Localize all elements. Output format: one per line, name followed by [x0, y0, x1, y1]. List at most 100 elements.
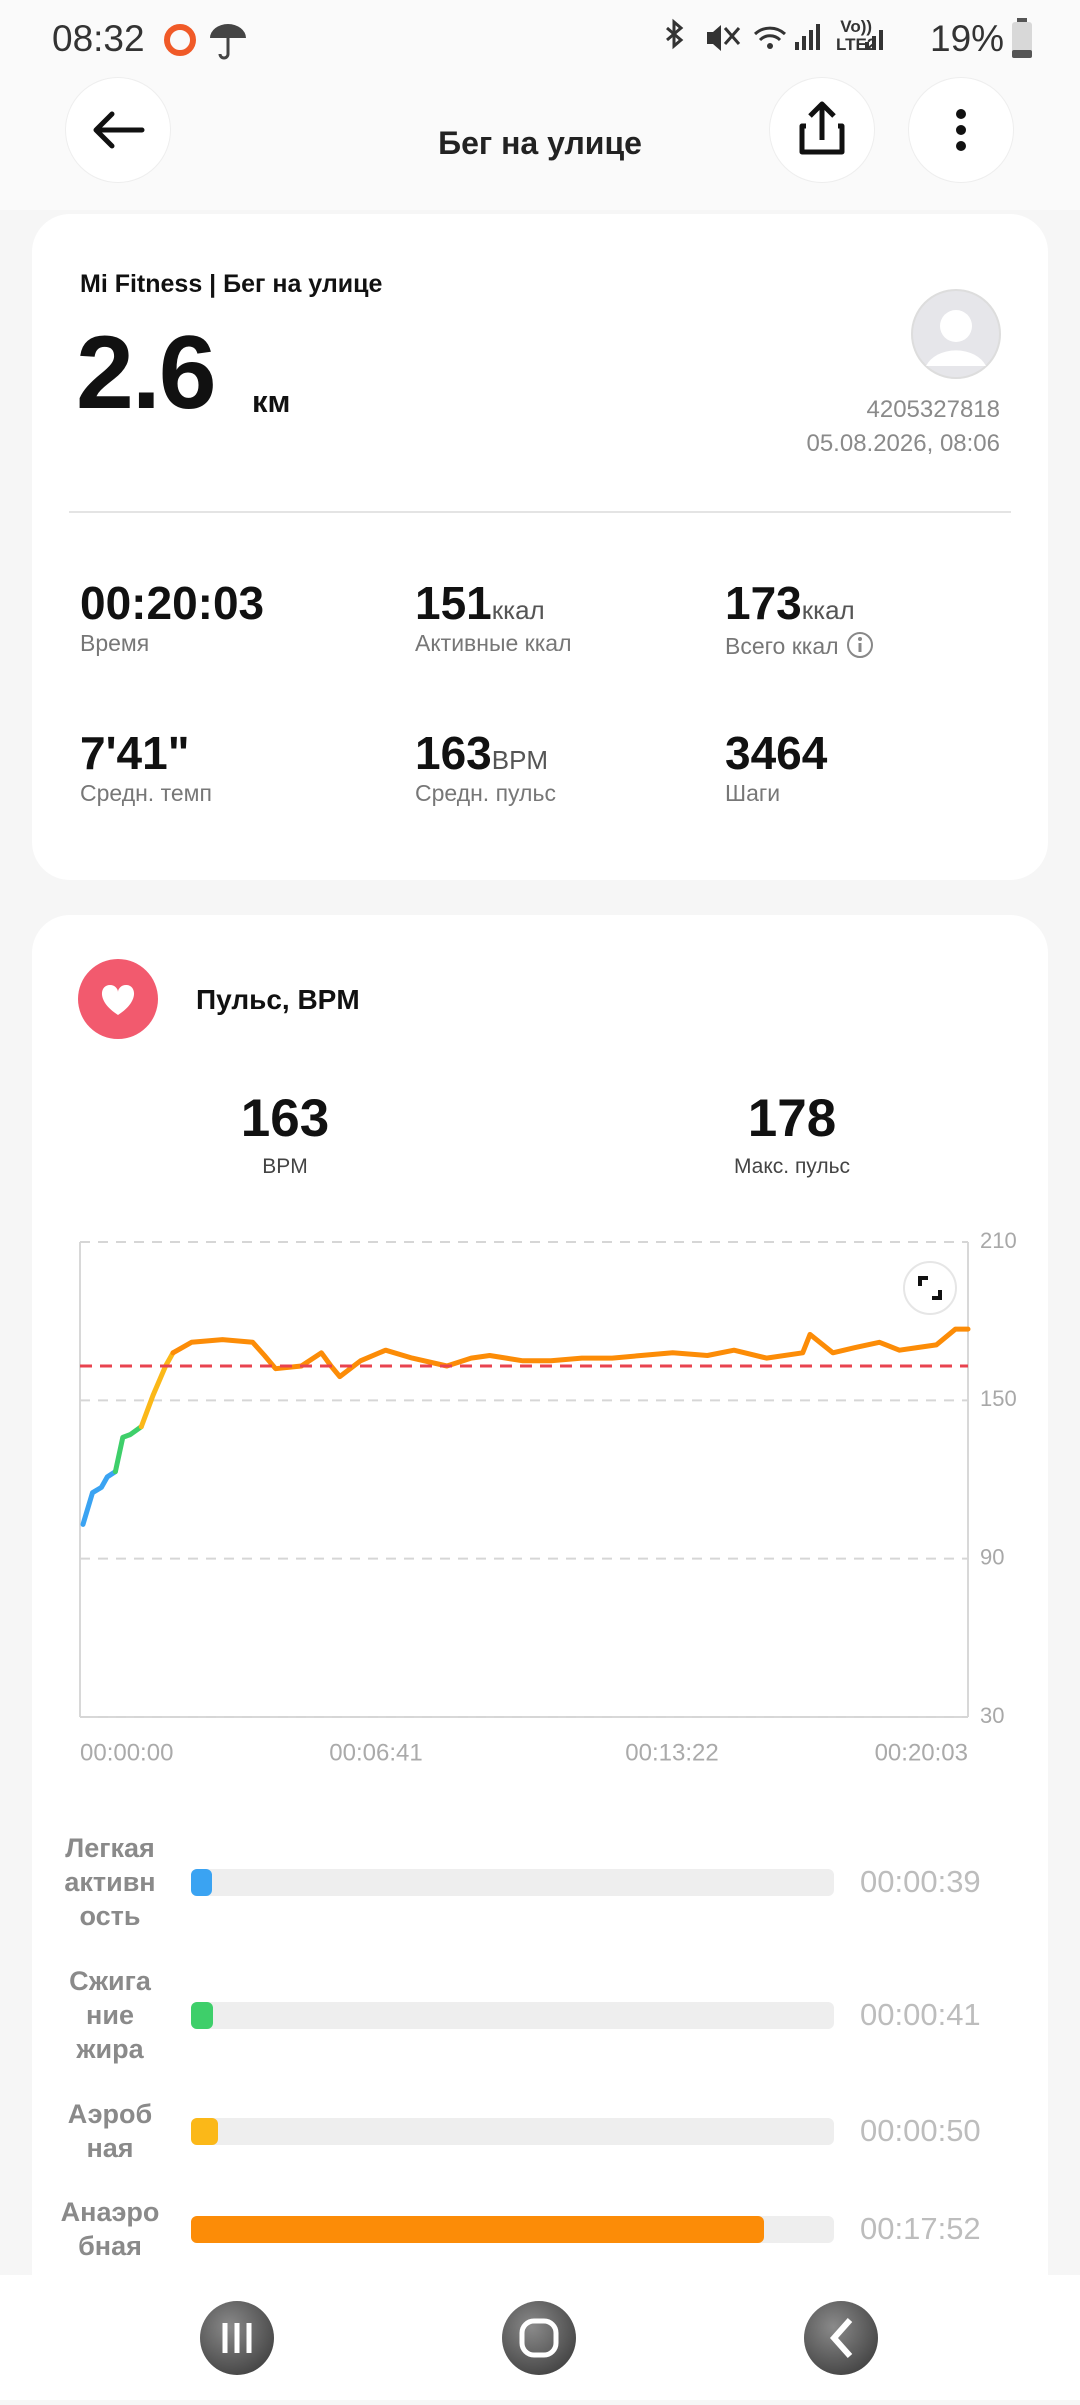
- zone-label: Аэроб ная: [40, 2097, 180, 2165]
- nav-buttons: [200, 2301, 878, 2375]
- stat-label: Средн. пульс: [415, 780, 556, 806]
- stat-unit: ккал: [801, 595, 855, 625]
- zone-label-line: ние: [86, 2000, 134, 2030]
- stat-label: Шаги: [725, 780, 781, 806]
- summary-card: Mi Fitness | Бег на улице 2.6 км 4205327…: [32, 214, 1048, 880]
- stat-number: 163: [415, 727, 492, 779]
- stat-unit: ккал: [491, 595, 545, 625]
- zone-time: 00:00:50: [860, 2113, 981, 2148]
- stat: 7'41" Средн. темп: [80, 726, 212, 807]
- hr-line: [80, 1469, 118, 1527]
- zone-label: Анаэро бная: [40, 2195, 180, 2263]
- more-icon: [956, 109, 966, 151]
- hr-line: [138, 1350, 176, 1430]
- stat: 163BPM Средн. пульс: [415, 726, 556, 807]
- battery-icon: [1012, 18, 1032, 58]
- header-title: Бег на улице: [438, 125, 642, 161]
- zone-time: 00:17:52: [860, 2211, 981, 2246]
- distance: 2.6: [76, 315, 217, 431]
- max-value: 178: [747, 1089, 837, 1148]
- zone-track: [191, 2216, 834, 2243]
- status-icons: [164, 24, 246, 60]
- stat-value: 7'41": [80, 727, 190, 779]
- zone-track: [191, 2118, 834, 2145]
- stat: 3464 Шаги: [725, 726, 827, 807]
- info-icon[interactable]: [845, 630, 875, 660]
- max-block: 178 Макс. пульс: [672, 1088, 912, 1179]
- y-tick-label: 90: [980, 1544, 1004, 1569]
- stat-value: 173ккал: [725, 576, 875, 630]
- stat-number: 151: [415, 577, 492, 629]
- more-button[interactable]: [909, 78, 1013, 182]
- hr-title: Пульс, BPM: [196, 984, 360, 1015]
- x-tick-label: 00:06:41: [329, 1739, 422, 1766]
- stat-label: Средн. темп: [80, 780, 212, 806]
- stat: 151ккал Активные ккал: [415, 576, 572, 657]
- zone-label-line: активн: [64, 1867, 156, 1897]
- zone-bar: [191, 2118, 218, 2145]
- nav-bar: [0, 2275, 1080, 2400]
- zone-bar: [191, 2002, 213, 2029]
- avg-value: 163: [240, 1089, 330, 1148]
- share-button[interactable]: [770, 78, 874, 182]
- distance-unit: км: [252, 384, 291, 419]
- stat-label: Всего ккал: [725, 630, 875, 660]
- stat-label: Активные ккал: [415, 630, 572, 656]
- source: Mi Fitness | Бег на улице: [80, 270, 383, 298]
- recent-apps-button[interactable]: [200, 2301, 274, 2375]
- stat: 173ккал Всего ккал: [725, 576, 875, 660]
- status-connectivity: [666, 18, 883, 51]
- x-tick-label: 00:20:03: [875, 1739, 968, 1766]
- stat-label-text: Всего ккал: [725, 633, 839, 659]
- zone-bar: [191, 2216, 764, 2243]
- network-label: Vo)) LTE2: [836, 18, 876, 54]
- network-line: Vo)): [840, 17, 873, 36]
- zone-bar: [191, 1869, 212, 1896]
- y-tick-label: 150: [980, 1386, 1017, 1411]
- stat-number: 173: [725, 577, 802, 629]
- hr-line: [170, 1326, 971, 1380]
- y-tick-label: 30: [980, 1703, 1004, 1728]
- stat-unit: BPM: [491, 745, 549, 775]
- stat-value: 151ккал: [415, 576, 572, 630]
- zone-label-line: Анаэро: [60, 2197, 160, 2227]
- stat-value: 00:20:03: [80, 577, 265, 629]
- avg-block: 163 BPM: [185, 1088, 385, 1179]
- heart-rate-card: [32, 915, 1048, 2315]
- back-nav-button[interactable]: [804, 2301, 878, 2375]
- zone-label: Легкая активн ость: [40, 1831, 180, 1933]
- stat-value: 163BPM: [415, 726, 556, 780]
- stat: 00:20:03 Время: [80, 576, 264, 657]
- zone-label-line: Легкая: [65, 1833, 155, 1863]
- top-area: [0, 0, 1080, 210]
- expand-button[interactable]: [902, 1260, 958, 1316]
- avg-unit: BPM: [262, 1155, 308, 1178]
- user-id: 4205327818: [866, 396, 1000, 423]
- heart-icon: [78, 959, 158, 1039]
- y-tick-label: 210: [980, 1228, 1017, 1253]
- back-button[interactable]: [66, 78, 170, 182]
- zone-track: [191, 1869, 834, 1896]
- zone-label-line: жира: [76, 2034, 144, 2064]
- zone-label-line: Сжига: [69, 1966, 151, 1996]
- divider: [69, 511, 1011, 513]
- zone-label-line: Аэроб: [67, 2099, 153, 2129]
- x-tick-label: 00:13:22: [625, 1739, 718, 1766]
- zone-label-line: ная: [86, 2133, 134, 2163]
- battery-text: 19%: [930, 18, 1005, 59]
- hr-line: [112, 1424, 144, 1475]
- share-icon: [799, 101, 845, 155]
- status-time: 08:32: [52, 18, 145, 59]
- avatar: [911, 289, 1001, 379]
- hr-chart: 30 90 150 210 00:00:00 00:06:41 00:13:22 00:20:…: [79, 1228, 1017, 1766]
- home-button[interactable]: [502, 2301, 576, 2375]
- zone-track: [191, 2002, 834, 2029]
- x-tick-label: 00:00:00: [80, 1739, 173, 1766]
- datetime: 05.08.2026, 08:06: [806, 430, 1000, 457]
- stat-value: 3464: [725, 727, 828, 779]
- zone-time: 00:00:41: [860, 1997, 981, 2032]
- zone-label-line: ость: [79, 1901, 141, 1931]
- zone-label-line: бная: [78, 2231, 142, 2261]
